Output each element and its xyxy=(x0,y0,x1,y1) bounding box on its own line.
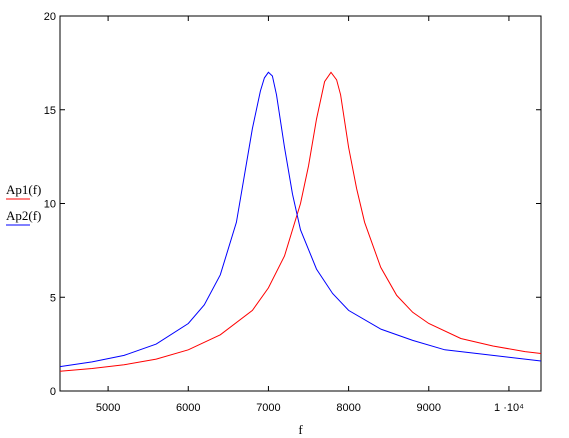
y-tick-label: 5 xyxy=(50,292,56,304)
x-tick-label: 6000 xyxy=(176,402,200,414)
y-tick-label: 0 xyxy=(50,386,56,398)
x-tick-label: 5000 xyxy=(96,402,120,414)
y-tick-label: 10 xyxy=(44,199,56,211)
x-axis-label: f xyxy=(298,422,303,437)
series-line-1 xyxy=(59,71,542,372)
series-layer xyxy=(59,71,542,372)
x-tick-label: 7000 xyxy=(256,402,280,414)
y-tick-label: 20 xyxy=(44,11,56,23)
y-tick-label: 15 xyxy=(44,105,56,117)
x-tick-label: 9000 xyxy=(417,402,441,414)
series-line-2 xyxy=(59,71,542,368)
legend-label-1: Ap1(f) xyxy=(6,182,41,197)
plot-area xyxy=(59,15,542,392)
x-axis-ticks: 5000 6000 7000 8000 9000 1 ·10⁴ xyxy=(96,16,524,414)
x-tick-label: 8000 xyxy=(336,402,360,414)
legend: Ap1(f) Ap2(f) xyxy=(6,182,41,226)
y-axis-ticks: 0 5 10 15 20 xyxy=(44,11,541,398)
x-tick-label: 1 ·10⁴ xyxy=(494,402,524,414)
legend-label-2: Ap2(f) xyxy=(6,208,41,223)
